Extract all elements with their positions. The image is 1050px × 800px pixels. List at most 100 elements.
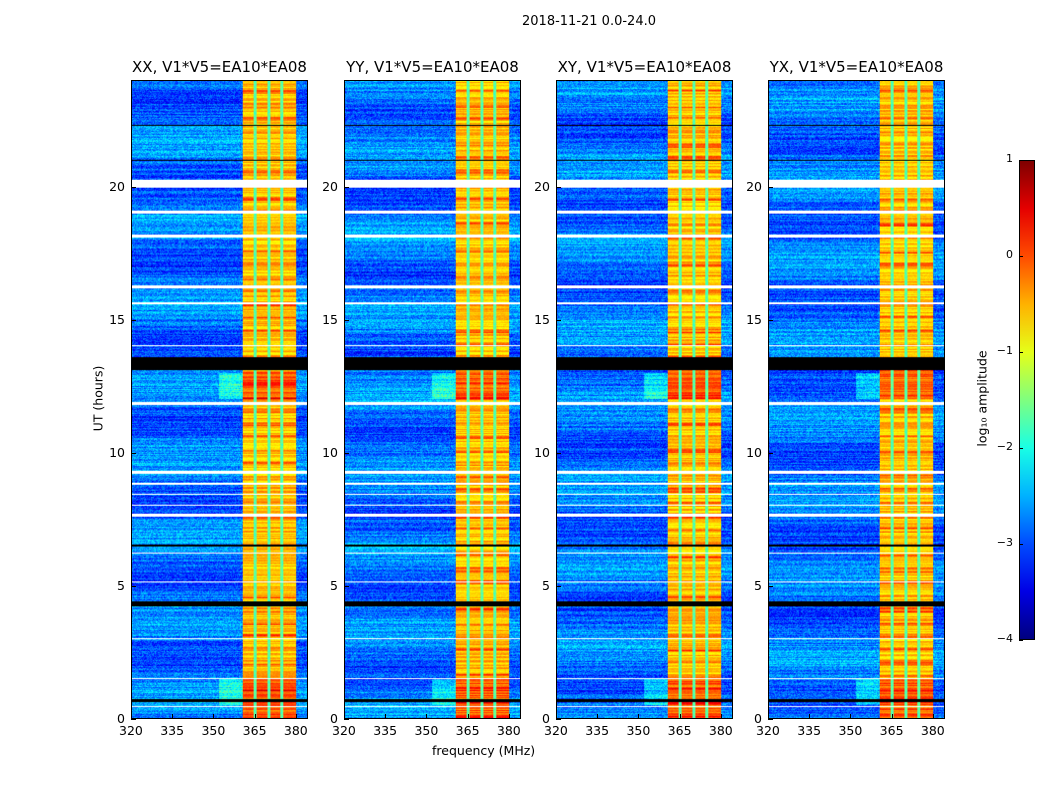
x-tick-label: 320: [119, 723, 143, 738]
colorbar-tick: [1019, 160, 1023, 161]
y-tick-label: 10: [109, 444, 125, 460]
y-tick: [344, 186, 349, 188]
y-tick: [768, 186, 773, 188]
x-tick: [467, 714, 469, 719]
y-tick: [556, 585, 561, 587]
colorbar-tick-label: −3: [996, 536, 1013, 549]
y-tick-label: 0: [330, 711, 338, 726]
y-tick-label: 20: [322, 178, 338, 194]
panel-title: YX, V1*V5=EA10*EA08: [769, 58, 944, 76]
x-tick-label: 320: [332, 723, 356, 738]
x-tick: [932, 714, 934, 719]
x-tick-label: 335: [797, 723, 822, 738]
x-tick-label: 335: [373, 723, 398, 738]
x-tick: [809, 714, 811, 719]
spectrogram-heatmap: [345, 81, 520, 718]
colorbar-tick-label: 0: [1006, 248, 1013, 261]
spectrogram-panel-1: [131, 80, 308, 719]
y-tick: [768, 585, 773, 587]
y-tick: [556, 186, 561, 188]
x-tick-label: 365: [455, 723, 480, 738]
y-tick-label: 0: [542, 711, 550, 726]
colorbar-tick: [1019, 448, 1023, 449]
x-tick: [508, 714, 510, 719]
x-tick-label: 365: [667, 723, 692, 738]
y-tick: [344, 585, 349, 587]
x-tick-label: 350: [626, 723, 651, 738]
spectrogram-heatmap: [132, 81, 307, 718]
x-tick: [638, 714, 640, 719]
x-tick-label: 320: [756, 723, 780, 738]
panel-title: XY, V1*V5=EA10*EA08: [557, 58, 732, 76]
x-tick: [344, 714, 345, 719]
x-tick: [213, 714, 215, 719]
y-tick: [131, 452, 136, 454]
x-tick-label: 380: [920, 723, 945, 738]
x-tick: [172, 714, 174, 719]
colorbar-tick: [1019, 544, 1023, 545]
panel-title: YY, V1*V5=EA10*EA08: [346, 58, 519, 76]
x-tick: [891, 714, 893, 719]
x-tick-label: 365: [879, 723, 904, 738]
y-tick-label: 5: [117, 577, 125, 593]
y-tick: [344, 319, 349, 321]
y-tick-label: 5: [542, 577, 550, 593]
x-tick: [295, 714, 297, 719]
y-tick: [131, 319, 136, 321]
x-tick-label: 335: [585, 723, 610, 738]
y-tick: [768, 452, 773, 454]
figure-title: 2018-11-21 0.0-24.0: [522, 14, 656, 29]
y-tick-label: 15: [322, 311, 338, 327]
spectrogram-heatmap: [557, 81, 732, 718]
colorbar-tick-label: −2: [996, 440, 1013, 453]
y-tick-label: 0: [754, 711, 762, 726]
y-tick: [556, 319, 561, 321]
colorbar-tick: [1019, 352, 1023, 353]
y-tick-label: 0: [117, 711, 125, 726]
y-tick-label: 5: [330, 577, 338, 593]
x-tick-label: 350: [414, 723, 439, 738]
spectrogram-heatmap: [769, 81, 944, 718]
y-tick: [768, 319, 773, 321]
y-tick: [131, 719, 136, 720]
y-tick-label: 10: [746, 444, 762, 460]
x-tick: [679, 714, 681, 719]
y-tick-label: 10: [322, 444, 338, 460]
x-tick: [131, 714, 132, 719]
spectrogram-panel-2: [344, 80, 521, 719]
y-tick: [131, 585, 136, 587]
x-tick: [385, 714, 387, 719]
colorbar-tick-label: −1: [996, 344, 1013, 357]
y-tick-label: 20: [746, 178, 762, 194]
x-axis-label: frequency (MHz): [432, 743, 536, 758]
x-tick-label: 365: [242, 723, 267, 738]
x-tick-label: 350: [838, 723, 863, 738]
y-tick: [556, 452, 561, 454]
y-tick: [131, 186, 136, 188]
colorbar-tick-label: 1: [1006, 152, 1013, 165]
y-tick-label: 20: [109, 178, 125, 194]
colorbar-tick-label: −4: [996, 632, 1013, 645]
x-tick: [850, 714, 852, 719]
y-tick-label: 20: [534, 178, 550, 194]
y-tick-label: 15: [109, 311, 125, 327]
x-tick: [556, 714, 557, 719]
y-tick: [344, 719, 349, 720]
colorbar-tick: [1019, 640, 1023, 641]
x-tick-label: 335: [160, 723, 185, 738]
x-tick-label: 380: [496, 723, 521, 738]
spectrogram-panel-4: [768, 80, 945, 719]
y-tick: [344, 452, 349, 454]
y-tick-label: 15: [746, 311, 762, 327]
spectrogram-panel-3: [556, 80, 733, 719]
panel-title: XX, V1*V5=EA10*EA08: [132, 58, 307, 76]
x-tick-label: 380: [708, 723, 733, 738]
x-tick: [254, 714, 256, 719]
y-axis-label: UT (hours): [90, 365, 106, 432]
x-tick: [720, 714, 722, 719]
y-tick: [556, 719, 561, 720]
colorbar-label: log₁₀ amplitude: [974, 350, 990, 447]
colorbar-tick: [1019, 256, 1023, 257]
x-tick-label: 380: [283, 723, 308, 738]
